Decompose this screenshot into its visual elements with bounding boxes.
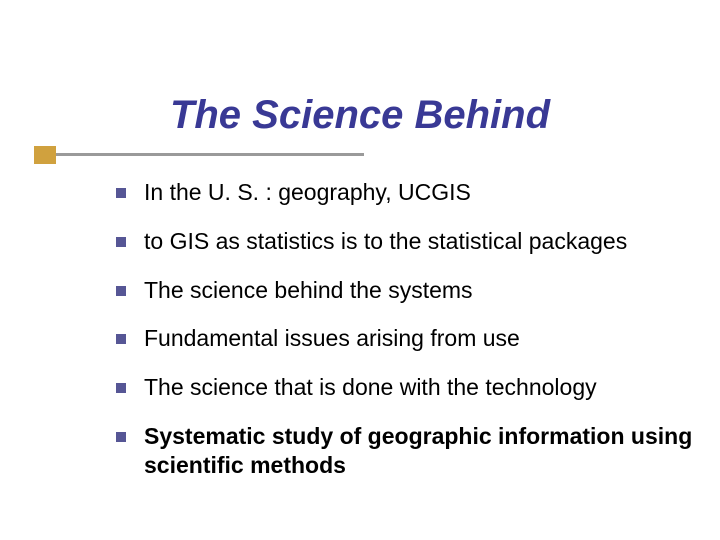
bullet-marker-icon [116, 334, 126, 344]
list-item: In the U. S. : geography, UCGIS [116, 178, 700, 207]
bullet-marker-icon [116, 188, 126, 198]
list-item: The science behind the systems [116, 276, 700, 305]
bullet-text: Systematic study of geographic informati… [144, 422, 700, 480]
list-item: to GIS as statistics is to the statistic… [116, 227, 700, 256]
slide-title: The Science Behind [0, 94, 720, 136]
bullet-marker-icon [116, 237, 126, 247]
bullet-marker-icon [116, 383, 126, 393]
bullet-text: Fundamental issues arising from use [144, 324, 700, 353]
bullet-list: In the U. S. : geography, UCGIS to GIS a… [116, 178, 700, 499]
title-decoration [34, 146, 364, 164]
decor-line-icon [56, 153, 364, 156]
bullet-text: to GIS as statistics is to the statistic… [144, 227, 700, 256]
bullet-marker-icon [116, 286, 126, 296]
slide: The Science Behind In the U. S. : geogra… [0, 0, 720, 540]
bullet-marker-icon [116, 432, 126, 442]
bullet-text: In the U. S. : geography, UCGIS [144, 178, 700, 207]
bullet-text: The science behind the systems [144, 276, 700, 305]
list-item: Fundamental issues arising from use [116, 324, 700, 353]
decor-box-icon [34, 146, 56, 164]
list-item: The science that is done with the techno… [116, 373, 700, 402]
bullet-text: The science that is done with the techno… [144, 373, 700, 402]
list-item: Systematic study of geographic informati… [116, 422, 700, 480]
title-container: The Science Behind [0, 94, 720, 136]
